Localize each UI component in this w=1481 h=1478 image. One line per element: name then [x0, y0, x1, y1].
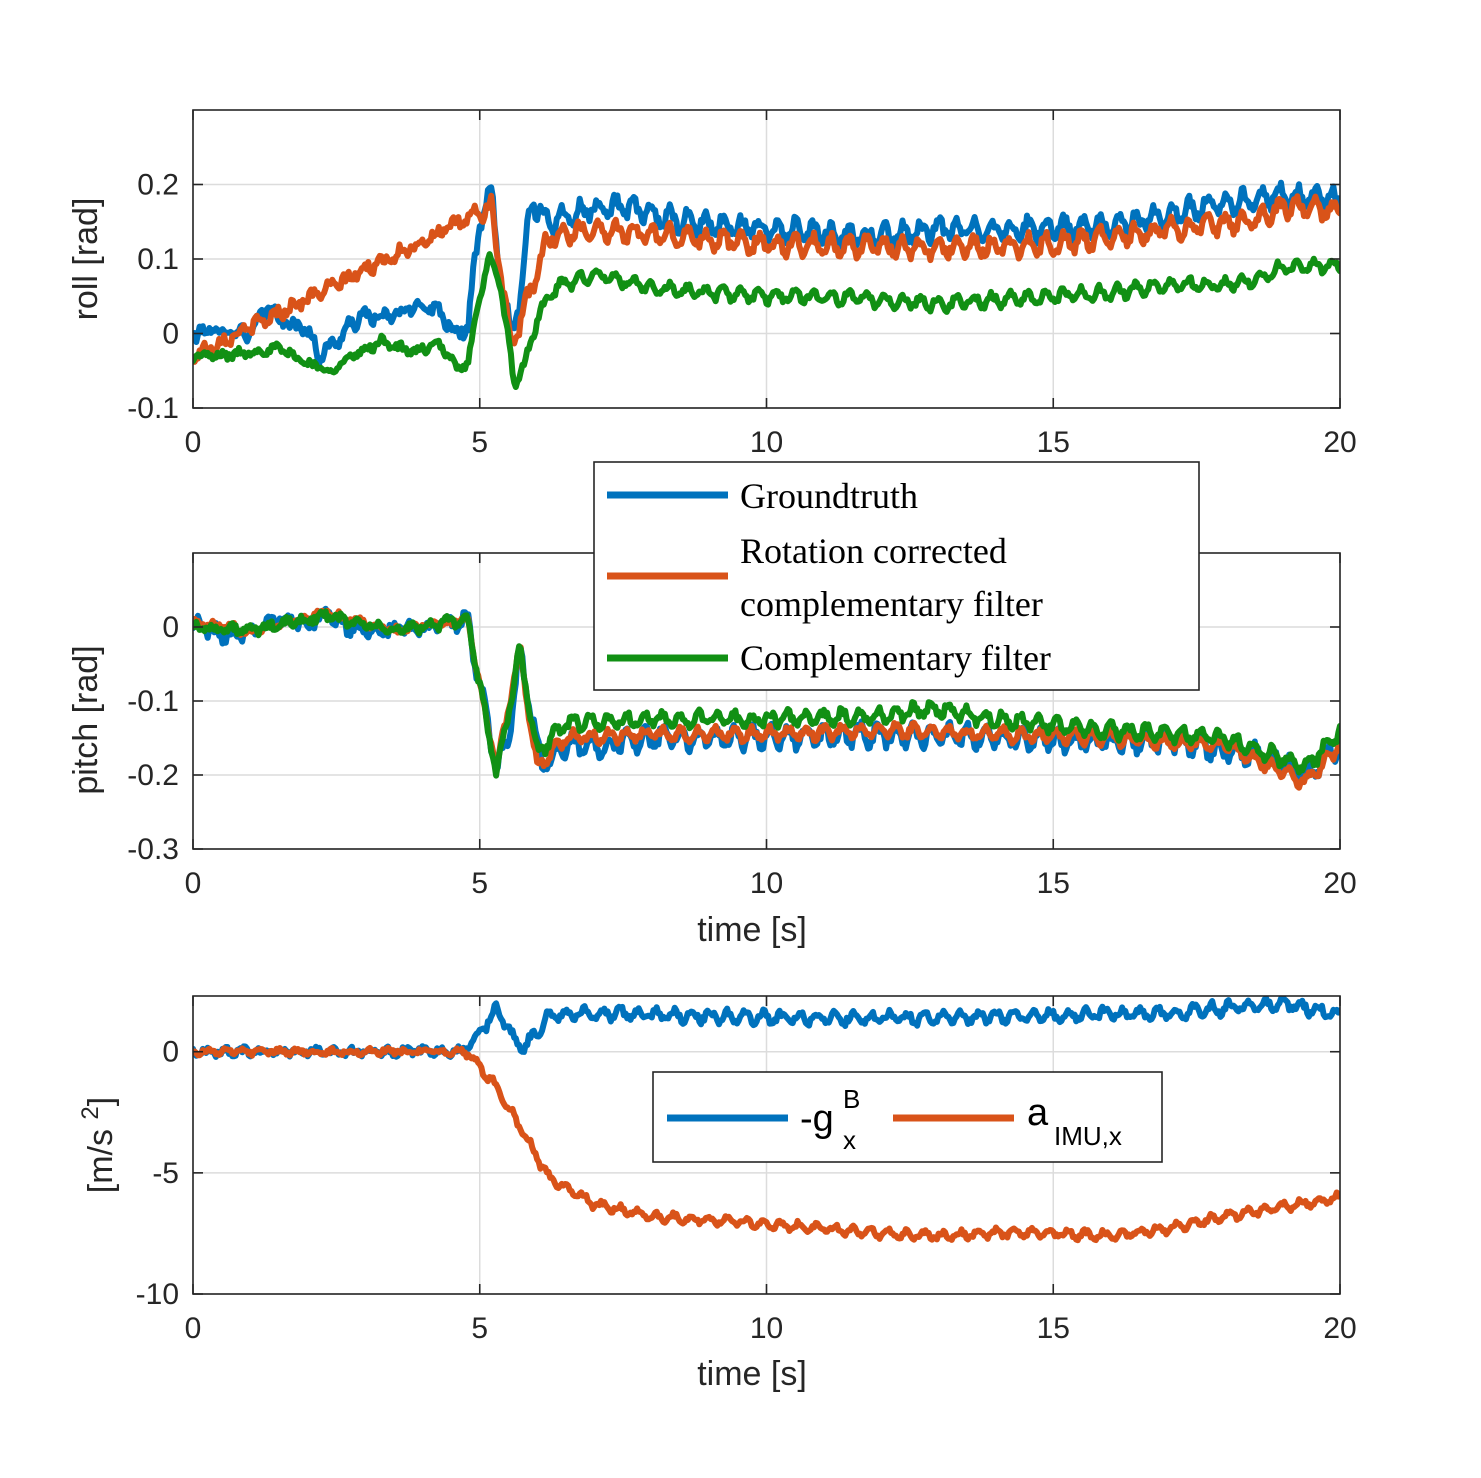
roll-series-groundtruth-line	[193, 179, 1340, 367]
pitch-x-tick-label: 0	[185, 867, 202, 900]
acceleration-x-tick-label: 15	[1037, 1312, 1070, 1345]
pitch-series-group	[193, 605, 1340, 791]
pitch-series-complementary-line	[193, 608, 1340, 779]
roll-y-axis-label: roll [rad]	[67, 198, 105, 321]
roll-x-tick-label: 20	[1323, 426, 1356, 459]
legend-corrected-label-line2: complementary filter	[740, 584, 1043, 624]
pitch-y-tick-label: 0	[162, 611, 179, 644]
legend-neg-g-base: -g	[800, 1098, 834, 1140]
acceleration-y-label-close: ]	[82, 1097, 120, 1106]
acceleration-x-axis-label: time [s]	[697, 1355, 807, 1393]
acceleration-x-tick-label: 20	[1323, 1312, 1356, 1345]
acceleration-y-tick-label: 0	[162, 1036, 179, 1069]
acceleration-y-tick-label: -10	[136, 1278, 179, 1311]
pitch-panel: 0 5 10 15 20 -0.3 -0.2 -0.1 0 pitch [rad] time […	[67, 552, 1357, 949]
legend-complementary-label: Complementary filter	[740, 638, 1051, 678]
legend-groundtruth-label: Groundtruth	[740, 476, 918, 516]
acceleration-series-a_imu-line	[193, 1044, 1340, 1244]
roll-x-tick-label: 0	[185, 426, 202, 459]
attitude-legend: Groundtruth Rotation corrected complemen…	[593, 461, 1200, 691]
legend-corrected-label-line1: Rotation corrected	[740, 531, 1007, 571]
pitch-y-axis-label: pitch [rad]	[67, 645, 105, 794]
acceleration-series-group	[193, 996, 1340, 1244]
legend-neg-g-label: -g	[800, 1098, 834, 1140]
roll-x-tick-label: 15	[1037, 426, 1070, 459]
roll-series-corrected-line	[193, 192, 1340, 365]
pitch-x-tick-label: 20	[1323, 867, 1356, 900]
roll-panel: 0 5 10 15 20-0.100.10.2 roll [rad]	[67, 109, 1357, 459]
roll-series-complementary-line	[193, 251, 1340, 390]
roll-y-tick-label: 0	[162, 318, 179, 351]
legend-neg-g-sub: x	[843, 1125, 856, 1155]
acceleration-x-tick-label: 10	[750, 1312, 783, 1345]
acceleration-y-label-sup: 2	[77, 1106, 104, 1119]
pitch-x-axis-label: time [s]	[697, 911, 807, 949]
pitch-y-tick-label: -0.3	[127, 833, 179, 866]
pitch-y-tick-label: -0.2	[127, 759, 179, 792]
roll-x-tick-label: 10	[750, 426, 783, 459]
legend-a-imu-sub: IMU,x	[1054, 1121, 1122, 1151]
legend-a-imu-label: a	[1027, 1092, 1049, 1134]
roll-y-tick-label: -0.1	[127, 392, 179, 425]
pitch-x-tick-label: 15	[1037, 867, 1070, 900]
roll-x-tick-label: 5	[471, 426, 488, 459]
roll-y-tick-label: 0.1	[137, 243, 179, 276]
roll-ticks: 0 5 10 15 20-0.100.10.2	[127, 110, 1357, 459]
pitch-x-tick-label: 10	[750, 867, 783, 900]
pitch-x-tick-label: 5	[471, 867, 488, 900]
acceleration-legend: -g B x a IMU,x	[652, 1071, 1163, 1163]
acceleration-ticks: 0 5 10 15 20 -10 -5 0	[136, 996, 1357, 1345]
pitch-ticks: 0 5 10 15 20 -0.3 -0.2 -0.1 0	[127, 553, 1357, 900]
acceleration-x-tick-label: 0	[185, 1312, 202, 1345]
acceleration-y-axis-label: [m/s 2]	[77, 1097, 120, 1193]
legend-neg-g-sup: B	[843, 1084, 860, 1114]
acceleration-y-label-main: [m/s	[82, 1120, 120, 1194]
acceleration-x-tick-label: 5	[471, 1312, 488, 1345]
roll-y-tick-label: 0.2	[137, 169, 179, 202]
roll-series-group	[193, 179, 1340, 390]
pitch-y-tick-label: -0.1	[127, 685, 179, 718]
acceleration-y-tick-label: -5	[152, 1157, 179, 1190]
